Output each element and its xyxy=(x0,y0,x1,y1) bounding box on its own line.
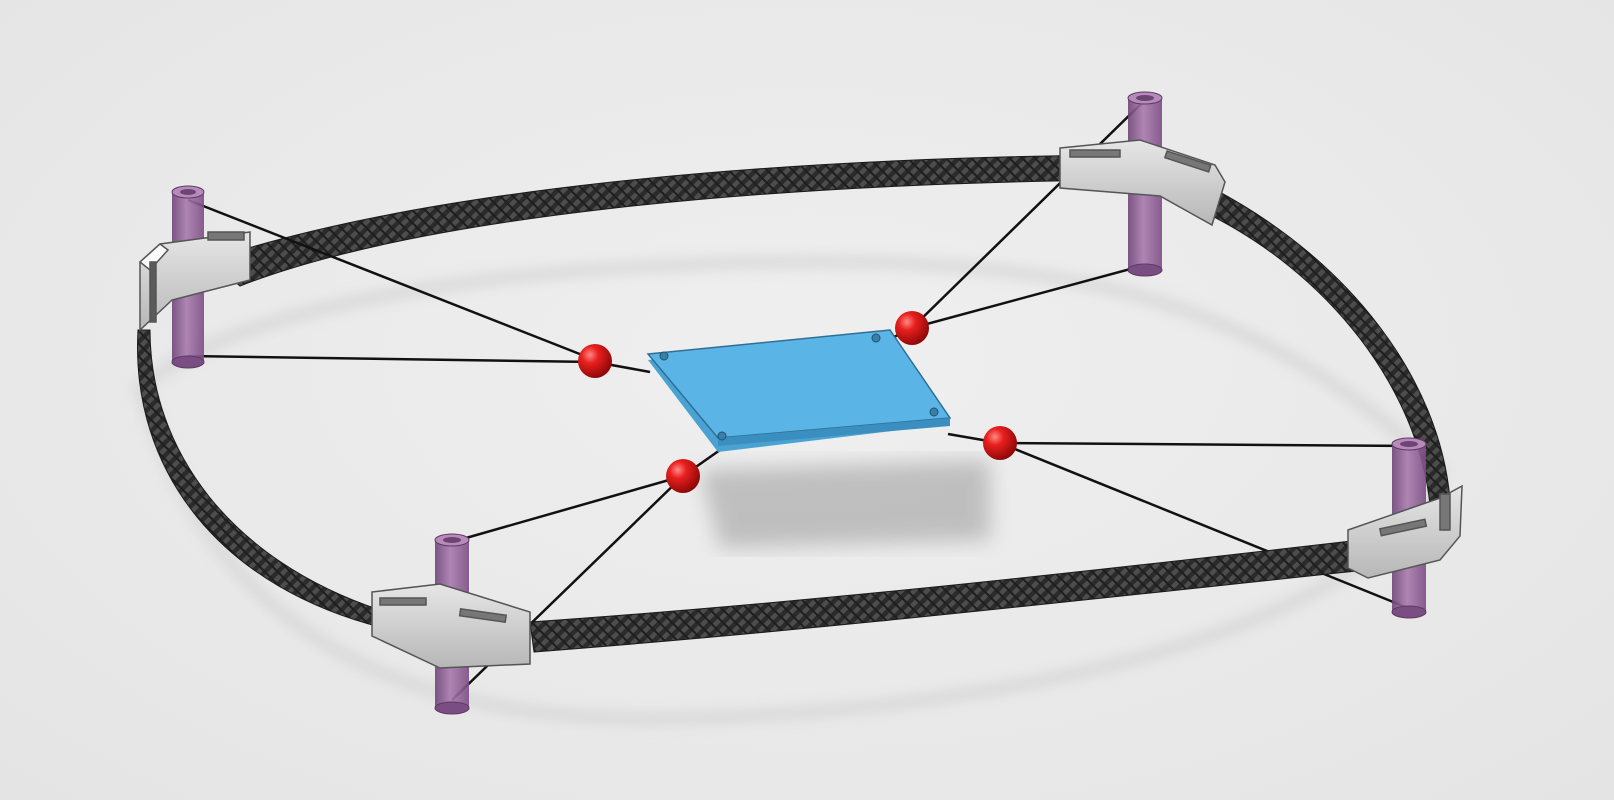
clamp-front-right xyxy=(1347,484,1463,579)
clamp-front-left xyxy=(371,583,531,669)
node-left xyxy=(578,344,612,378)
ground-shadow xyxy=(131,254,1448,726)
plate-mount-holes xyxy=(659,333,939,441)
tension-nodes[interactable] xyxy=(578,311,1017,493)
clamp-back-right xyxy=(1059,139,1226,227)
node-top-right xyxy=(895,311,929,345)
node-front xyxy=(666,459,700,493)
node-right xyxy=(983,426,1017,460)
hoop-left-segment xyxy=(137,329,394,631)
hoop-clamps[interactable] xyxy=(138,139,1463,669)
center-plate[interactable] xyxy=(646,329,952,452)
hoop-front-segment xyxy=(529,539,1367,653)
clamp-left xyxy=(138,231,251,332)
